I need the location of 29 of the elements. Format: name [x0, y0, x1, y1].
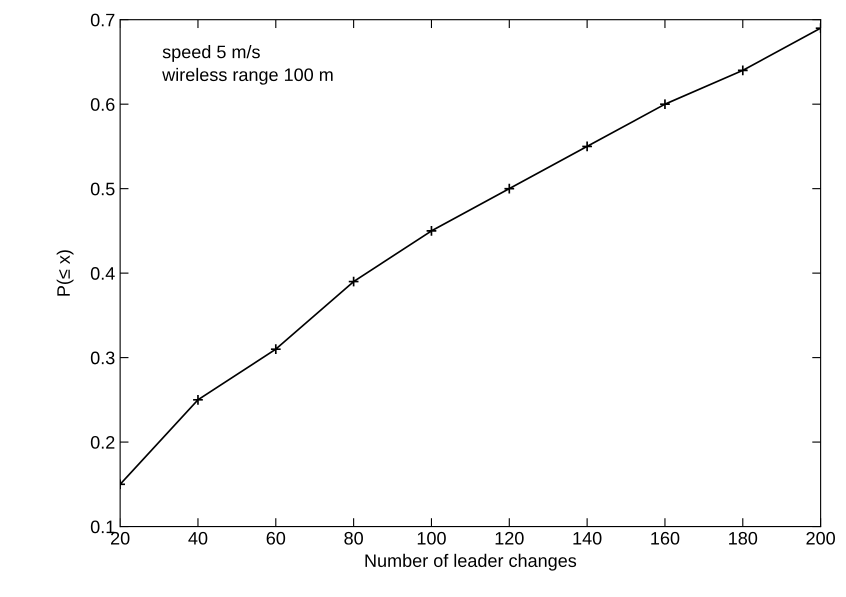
point [737, 64, 748, 76]
y-tick-label: 0.7 [90, 14, 114, 26]
point [581, 140, 593, 152]
y-tick-label: 0.2 [90, 436, 114, 449]
y-tick-label: 0.5 [90, 182, 115, 196]
annotation: speed 5 m/s [162, 45, 260, 62]
x-tick-label: 120 [496, 532, 524, 545]
x-tick-label: 40 [188, 532, 208, 545]
annotation: wireless range 100 m [162, 68, 333, 85]
x-tick-label: 20 [111, 532, 130, 545]
x-tick-label: 100 [418, 532, 446, 545]
point [348, 276, 360, 288]
x-tick-label: 180 [729, 532, 758, 545]
point [659, 98, 671, 110]
x-tick-label: 200 [806, 532, 835, 545]
x-tick-label: 60 [266, 532, 286, 545]
point [270, 343, 282, 355]
x-axis-title: Number of leader changes [365, 554, 576, 571]
point [426, 225, 438, 237]
y-tick-label: 0.4 [90, 267, 115, 280]
x-tick-label: 140 [573, 532, 602, 545]
y-tick-label: 0.1 [90, 520, 114, 534]
y-tick-label: 0.3 [90, 352, 114, 364]
point [504, 182, 515, 194]
x-tick-label: 160 [651, 532, 680, 545]
x-tick-label: 80 [344, 532, 363, 545]
point [192, 394, 204, 406]
y-tick-label: 0.6 [90, 98, 114, 111]
y-axis-title: P(≤ x) [56, 250, 74, 296]
